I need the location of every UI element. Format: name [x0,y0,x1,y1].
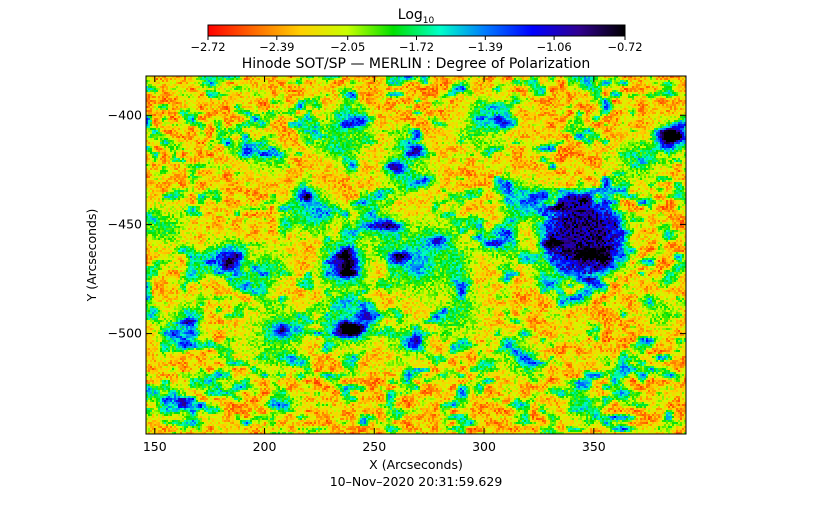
x-tick-label: 200 [253,439,277,454]
colorbar [207,24,626,37]
y-axis-label: Y (Arcseconds) [84,209,99,303]
plot-frame [145,75,687,435]
colorbar-tick-label: −2.39 [259,40,294,54]
y-tick-label: −400 [108,107,142,122]
y-tick-label: −450 [108,216,142,231]
chart-title: Hinode SOT/SP — MERLIN : Degree of Polar… [242,56,591,72]
x-tick-label: 350 [582,439,606,454]
colorbar-tick-label: −2.72 [190,40,225,54]
x-tick-label: 150 [143,439,167,454]
polarization-heatmap-image [146,76,686,434]
colorbar-tick-label: −1.72 [399,40,434,54]
colorbar-tick-label: −2.05 [330,40,365,54]
y-tick-label: −500 [108,326,142,341]
colorbar-ticks: −2.72 −2.39 −2.05 −1.72 −1.39 −1.06 −0.72 [190,36,643,54]
x-tick-label: 300 [472,439,496,454]
x-axis-label: X (Arcseconds) [369,457,463,472]
colorbar-tick-label: −1.39 [468,40,503,54]
timestamp: 10–Nov–2020 20:31:59.629 [330,474,503,489]
colorbar-title: Log10 [398,7,435,26]
plot-area [145,75,687,435]
colorbar-tick-label: −0.72 [607,40,642,54]
x-tick-label: 250 [362,439,386,454]
colorbar-title-base: Log [398,7,423,23]
x-axis-ticks: 150 200 250 300 350 [143,76,606,454]
colorbar-tick-label: −1.06 [536,40,571,54]
colorbar-title-subscript: 10 [423,16,435,26]
y-axis-ticks: −400 −450 −500 [108,107,686,341]
